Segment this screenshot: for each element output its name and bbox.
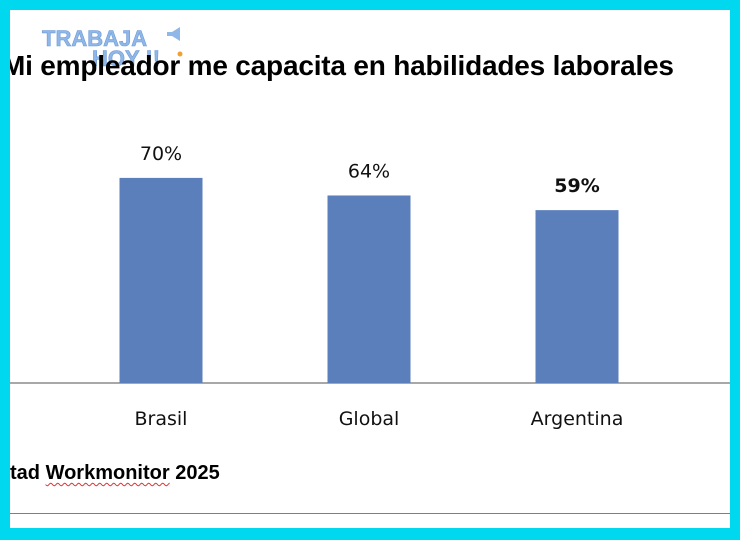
star-icon	[177, 51, 183, 57]
screenshot-frame: TRABAJA HOY !! Mi empleador me capacita …	[10, 10, 730, 528]
category-label-global: Global	[339, 408, 400, 430]
bar-chart: 70% Brasil 64% Global 59% Argentina	[10, 143, 730, 430]
trabaja-hoy-logo: TRABAJA HOY !!	[42, 26, 183, 70]
chart-title: Mi empleador me capacita en habilidades …	[10, 50, 674, 81]
bar-argentina	[535, 210, 619, 383]
value-label-argentina: 59%	[554, 175, 599, 197]
bar-global	[327, 195, 411, 383]
megaphone-icon	[167, 27, 180, 41]
bar-brasil	[119, 177, 203, 383]
category-label-argentina: Argentina	[531, 408, 624, 430]
logo-line-2: HOY !!	[92, 46, 160, 70]
bottom-divider	[10, 513, 730, 514]
value-label-global: 64%	[348, 160, 390, 182]
source-note: tad Workmonitor 2025	[10, 462, 220, 484]
category-label-brasil: Brasil	[135, 408, 188, 430]
logo-line-1: TRABAJA	[42, 26, 147, 51]
value-label-brasil: 70%	[140, 143, 182, 165]
